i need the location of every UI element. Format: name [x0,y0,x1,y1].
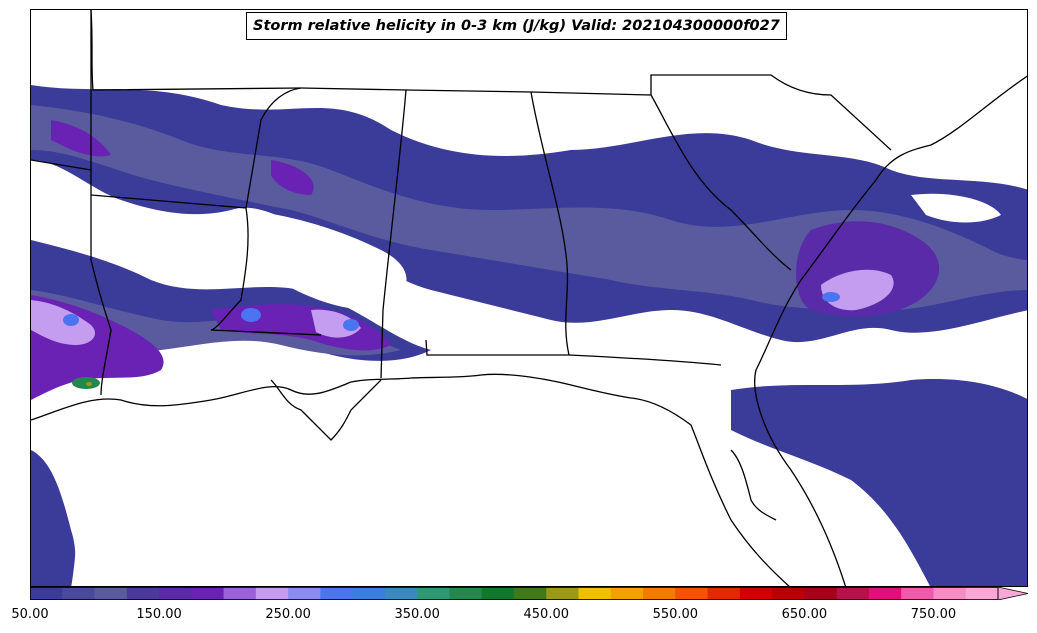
helicity-blue-core-3 [822,292,840,302]
florida-inland [730,449,777,521]
helicity-gap-gulf [71,410,790,586]
colorbar-extend-arrow [997,587,1029,600]
coastline-gulf [31,373,790,586]
helicity-band-mid-2 [31,290,401,392]
state-border-ms-al [300,87,407,379]
colorbar-segment [836,587,870,600]
colorbar-tick-label: 150.00 [136,607,182,622]
colorbar-tick-label: 750.00 [910,607,957,622]
colorbar-segment [643,587,676,600]
colorbar-segment [255,587,289,600]
helicity-blue-core-4 [63,314,79,326]
state-border-ms-river [245,87,302,209]
colorbar-segment [965,587,999,600]
colorbar-segment [94,587,128,600]
colorbar-segment [191,587,225,600]
colorbar-segment [449,587,483,600]
state-border-ga-sc [530,91,792,271]
colorbar-segment [868,587,902,600]
helicity-blue-core-1 [241,308,261,322]
colorbar [30,587,1029,600]
helicity-lavender-east [821,269,894,311]
helicity-lavender-west [31,300,96,345]
helicity-region-southwest [31,450,76,586]
colorbar-segment [126,587,160,600]
colorbar-segment [352,587,386,600]
helicity-green-core [72,377,100,389]
colorbar-segment [707,587,741,600]
colorbar-tick-label: 550.00 [652,607,699,622]
helicity-core-north-2 [271,160,314,195]
colorbar-segment [739,587,773,600]
helicity-gap-central [227,210,407,310]
state-border-ar-ms [90,194,322,336]
colorbar-segment [772,587,805,600]
colorbar-outline [30,587,999,600]
state-border-al-fl [425,339,722,366]
colorbar-segment [578,587,612,600]
colorbar-tick-label: 450.00 [523,607,570,622]
colorbar-segment [610,587,644,600]
state-border-nc [650,74,892,151]
state-border-tx-la [90,170,112,396]
helicity-map [31,10,1027,586]
helicity-yellow-core [86,382,92,386]
coastline-atlantic [754,75,1027,586]
state-border-al-ga [405,89,570,356]
colorbar-segment [320,587,354,600]
colorbar-segment [481,587,515,600]
helicity-blue-core-2 [343,319,359,331]
helicity-field [31,85,1027,586]
colorbar-tick-label: 350.00 [394,607,440,622]
helicity-core-north-1 [51,120,111,157]
colorbar-segment [675,587,709,600]
colorbar-segment [62,587,96,600]
colorbar-tick-label: 250.00 [265,607,311,622]
colorbar-tick-label: 650.00 [781,607,828,622]
map-panel [30,9,1028,587]
helicity-gap-east [911,193,1001,223]
colorbar-segment [933,587,967,600]
colorbar-segment [223,587,257,600]
colorbar-segment [288,587,321,600]
map-title-text: Storm relative helicity in 0-3 km (J/kg)… [253,18,780,34]
colorbar-segment [417,587,450,600]
colorbar-segment [546,587,580,600]
map-title: Storm relative helicity in 0-3 km (J/kg)… [246,12,787,40]
helicity-region-southeast [731,379,1027,586]
colorbar-segment [30,587,63,600]
colorbar-tick-label: 50.00 [11,607,49,622]
colorbar-segment [384,587,418,600]
state-border-ok [31,10,92,171]
colorbar-segment [804,587,838,600]
louisiana-delta [270,379,382,441]
colorbar-segment [514,587,547,600]
colorbar-segment [901,587,934,600]
borders [31,10,1027,586]
colorbar-segment [159,587,192,600]
